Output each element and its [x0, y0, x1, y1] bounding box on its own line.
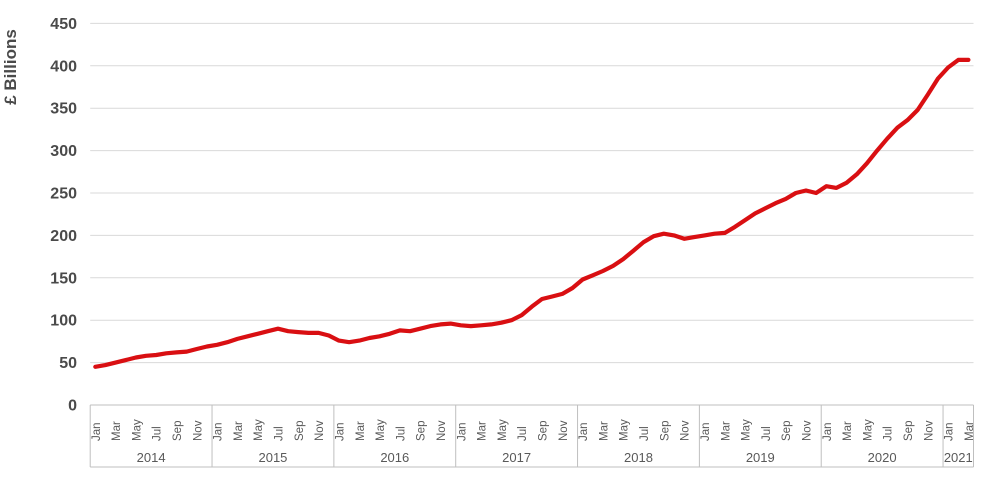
x-month-label: Jul	[639, 426, 651, 441]
y-tick-label: 100	[50, 313, 77, 330]
y-gridlines	[90, 22, 974, 364]
x-year-label: 2016	[380, 450, 409, 465]
y-tick-label: 400	[50, 58, 77, 75]
x-month-label: Sep	[416, 421, 428, 441]
data-line	[93, 57, 971, 369]
x-month-label: May	[253, 419, 265, 441]
x-month-label: Nov	[801, 420, 813, 441]
y-tick-label: 150	[50, 270, 77, 287]
x-month-label: Nov	[680, 420, 692, 441]
x-month-label: Mar	[598, 421, 610, 441]
x-month-label: Nov	[314, 420, 326, 441]
x-month-label: Mar	[964, 421, 976, 441]
x-month-label: Jan	[91, 422, 103, 441]
x-month-label: Nov	[436, 420, 448, 441]
x-month-label: Nov	[192, 420, 204, 441]
x-month-label: Jan	[578, 422, 590, 441]
x-month-label: Sep	[294, 421, 306, 441]
x-month-label: Sep	[659, 421, 671, 441]
y-tick-label: 300	[50, 143, 77, 160]
x-month-label: Mar	[111, 421, 123, 441]
x-month-label: May	[741, 419, 753, 441]
x-month-label: Jan	[334, 422, 346, 441]
x-month-label: Jul	[761, 426, 773, 441]
x-tick-labels: Jan Mar May Jul Sep Nov 2014 Jan Mar May Jul Sep Nov…	[91, 419, 976, 465]
x-year-label: 2015	[258, 450, 287, 465]
x-month-label: Jul	[395, 426, 407, 441]
x-month-label: Mar	[842, 421, 854, 441]
y-tick-label: 50	[59, 355, 77, 372]
x-year-label: 2021	[944, 450, 973, 465]
x-month-label: Nov	[923, 420, 935, 441]
x-month-label: Mar	[355, 421, 367, 441]
y-axis-title: £ Billions	[1, 29, 20, 105]
y-tick-label: 250	[50, 186, 77, 203]
x-month-label: Jan	[822, 422, 834, 441]
x-month-label: Jul	[274, 426, 286, 441]
x-month-label: Sep	[172, 421, 184, 441]
x-month-label: Mar	[720, 421, 732, 441]
x-month-label: Jan	[944, 422, 956, 441]
x-month-label: Jul	[883, 426, 895, 441]
x-year-label: 2020	[868, 450, 897, 465]
x-month-label: Jan	[700, 422, 712, 441]
y-tick-label: 450	[50, 16, 77, 33]
x-month-label: May	[375, 419, 387, 441]
x-axis-band	[89, 404, 975, 468]
x-month-label: May	[619, 419, 631, 441]
x-year-label: 2019	[746, 450, 775, 465]
x-month-label: May	[131, 419, 143, 441]
x-month-label: Jul	[152, 426, 164, 441]
x-month-label: Jul	[517, 426, 529, 441]
x-month-label: May	[862, 419, 874, 441]
x-year-label: 2017	[502, 450, 531, 465]
y-tick-label: 350	[50, 101, 77, 118]
y-tick-label: 0	[68, 398, 77, 415]
x-month-label: Jan	[456, 422, 468, 441]
y-tick-labels: 450 400 350 300 250 200 150 100 50 0	[50, 16, 77, 415]
x-year-label: 2018	[624, 450, 653, 465]
y-tick-label: 200	[50, 228, 77, 245]
x-month-label: Sep	[903, 421, 915, 441]
x-month-label: Mar	[233, 421, 245, 441]
x-month-label: Mar	[477, 421, 489, 441]
x-year-label: 2014	[137, 450, 166, 465]
x-month-label: Nov	[558, 420, 570, 441]
x-month-label: Jan	[213, 422, 225, 441]
x-month-label: May	[497, 419, 509, 441]
x-month-label: Sep	[538, 421, 550, 441]
x-month-label: Sep	[781, 421, 793, 441]
